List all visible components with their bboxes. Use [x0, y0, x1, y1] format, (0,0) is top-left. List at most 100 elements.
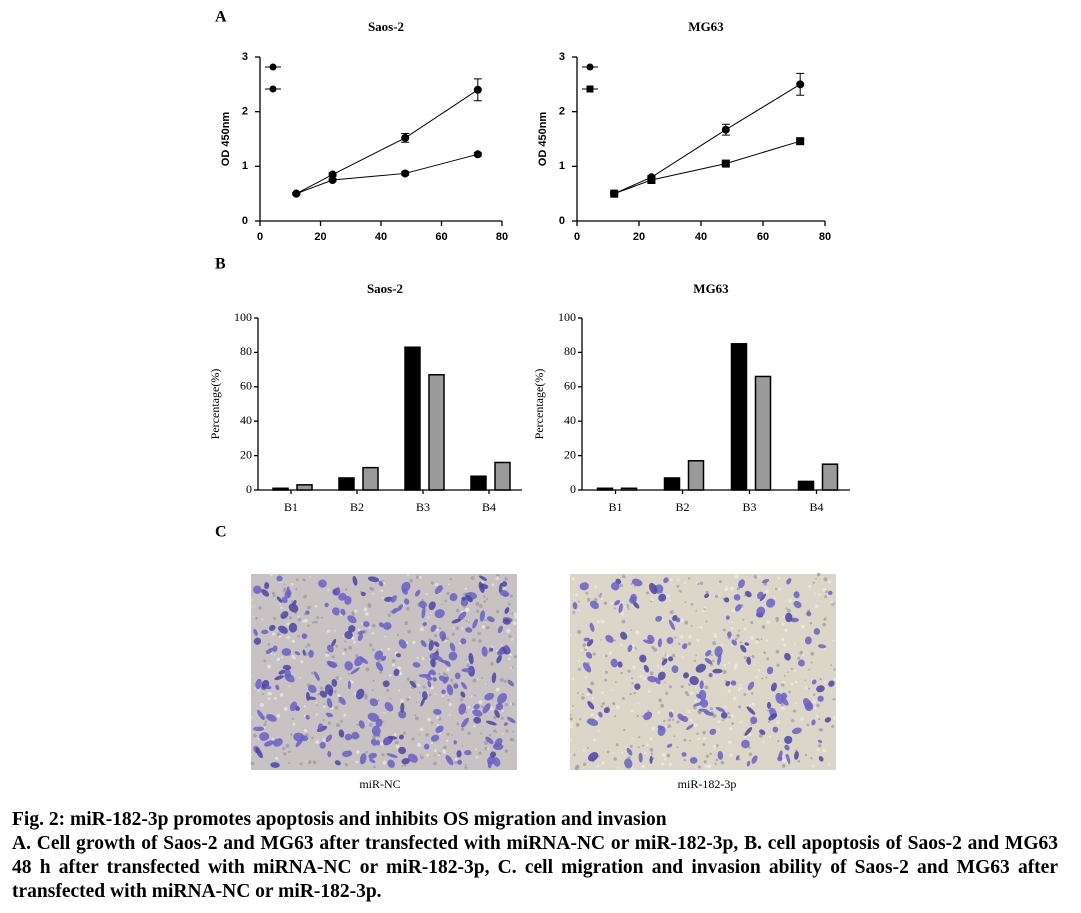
speckle — [354, 611, 356, 614]
bar — [620, 487, 638, 491]
speckle — [303, 705, 306, 708]
speckle — [365, 750, 368, 754]
speckle — [344, 763, 349, 767]
speckle — [586, 692, 590, 696]
speckle — [727, 712, 730, 715]
cell — [443, 676, 449, 684]
cell — [449, 592, 458, 602]
micrograph-bg — [570, 574, 836, 770]
speckle — [592, 652, 596, 656]
speckle — [255, 616, 258, 620]
speckle — [367, 603, 372, 607]
cell — [725, 680, 731, 687]
speckle — [276, 632, 281, 637]
speckle — [742, 618, 745, 621]
speckle — [601, 691, 604, 694]
speckle — [830, 600, 834, 604]
speckle — [714, 635, 718, 639]
speckle — [445, 637, 449, 641]
speckle — [272, 632, 276, 636]
speckle — [571, 722, 574, 725]
cell — [335, 587, 341, 595]
marker — [721, 159, 730, 168]
speckle — [304, 618, 308, 623]
cell — [473, 704, 480, 710]
bar — [730, 343, 748, 491]
speckle — [611, 689, 614, 691]
y-tick-label: 40 — [240, 413, 252, 427]
speckle — [750, 636, 754, 640]
speckle — [438, 672, 441, 676]
cell — [817, 695, 824, 702]
y-tick-label: 2 — [242, 106, 248, 118]
speckle — [582, 762, 587, 767]
speckle — [509, 666, 512, 670]
speckle — [485, 682, 488, 685]
cell — [828, 590, 833, 596]
cell — [712, 668, 723, 674]
cell — [750, 716, 758, 725]
cell — [384, 596, 393, 602]
cell — [367, 576, 380, 583]
cell — [401, 757, 410, 765]
cell — [725, 615, 730, 620]
cell — [327, 750, 332, 758]
speckle — [442, 750, 447, 754]
cell — [281, 596, 288, 604]
cell — [430, 658, 436, 668]
speckle — [575, 722, 580, 727]
speckle — [751, 655, 755, 659]
speckle — [512, 621, 517, 626]
series-line — [613, 83, 801, 195]
speckle — [272, 593, 276, 597]
speckle — [631, 677, 633, 680]
cell — [479, 610, 485, 622]
cell — [448, 651, 458, 661]
speckle — [418, 575, 422, 579]
speckle — [748, 746, 751, 749]
speckle — [584, 645, 589, 650]
cell — [432, 677, 437, 682]
speckle — [783, 675, 786, 677]
speckle — [790, 682, 794, 686]
cell — [699, 680, 704, 690]
x-tick-label: B1 — [608, 500, 622, 514]
cell — [588, 752, 599, 762]
cell — [384, 702, 394, 712]
speckle — [742, 652, 746, 656]
speckle — [705, 620, 708, 623]
marker — [796, 137, 805, 146]
speckle — [320, 616, 323, 619]
cell — [383, 737, 391, 746]
speckle — [620, 751, 624, 754]
cell — [478, 575, 488, 581]
speckle — [663, 757, 667, 761]
cell — [583, 637, 590, 642]
speckle — [668, 685, 673, 689]
cell — [261, 629, 269, 635]
speckle — [504, 577, 508, 581]
cell — [793, 591, 800, 599]
cell — [806, 611, 812, 617]
cell — [717, 751, 724, 760]
cell — [461, 596, 467, 601]
speckle — [300, 660, 304, 664]
cell — [639, 654, 647, 663]
speckle — [401, 765, 404, 767]
marker — [796, 80, 805, 89]
cell — [693, 702, 703, 707]
cell — [446, 684, 454, 696]
caption: Fig. 2: miR-182-3p promotes apoptosis an… — [12, 808, 1058, 904]
cell — [620, 631, 628, 640]
speckle — [495, 576, 500, 580]
speckle — [806, 723, 810, 727]
speckle — [343, 713, 347, 717]
speckle — [785, 607, 788, 610]
speckle — [669, 578, 673, 582]
speckle — [407, 629, 411, 634]
speckle — [509, 653, 512, 657]
speckle — [406, 573, 410, 576]
cell — [618, 603, 623, 614]
speckle — [283, 706, 288, 711]
speckle — [800, 717, 804, 721]
